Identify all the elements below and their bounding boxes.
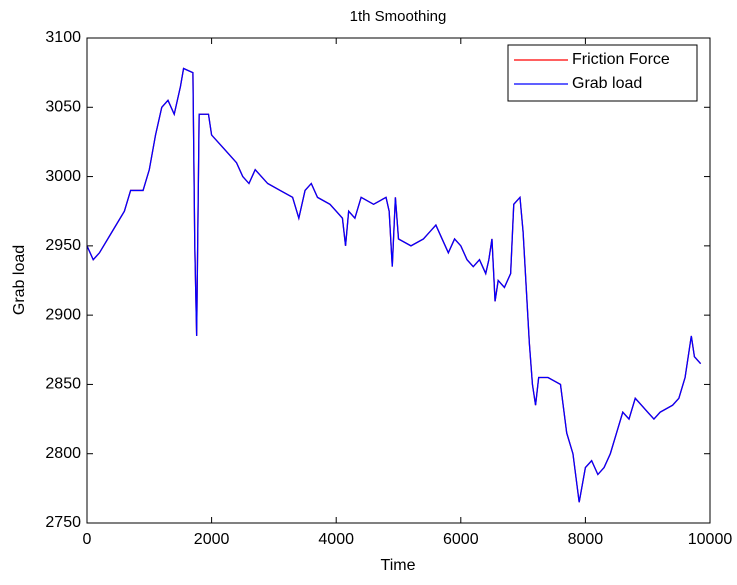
y-tick-label: 2750: [45, 514, 81, 531]
y-tick-label: 3000: [45, 168, 81, 185]
y-tick-label: 3050: [45, 99, 81, 116]
x-tick-label: 0: [83, 531, 92, 548]
legend-label: Grab load: [572, 75, 642, 92]
series-line: [86, 67, 702, 503]
y-tick-label: 2900: [45, 306, 81, 323]
x-tick-label: 8000: [568, 531, 604, 548]
y-tick-label: 2800: [45, 445, 81, 462]
x-tick-label: 6000: [443, 531, 479, 548]
y-tick-label: 2850: [45, 376, 81, 393]
y-axis-label: Grab load: [11, 245, 28, 315]
x-axis-label: Time: [381, 557, 416, 574]
plot-frame: [86, 37, 711, 524]
y-tick-label: 3100: [45, 29, 81, 46]
legend-label: Friction Force: [572, 51, 670, 68]
legend-box: [507, 44, 698, 102]
chart-title: 1th Smoothing: [350, 8, 447, 25]
x-tick-label: 10000: [688, 531, 733, 548]
y-tick-label: 2950: [45, 237, 81, 254]
x-tick-label: 4000: [318, 531, 354, 548]
x-tick-label: 2000: [194, 531, 230, 548]
